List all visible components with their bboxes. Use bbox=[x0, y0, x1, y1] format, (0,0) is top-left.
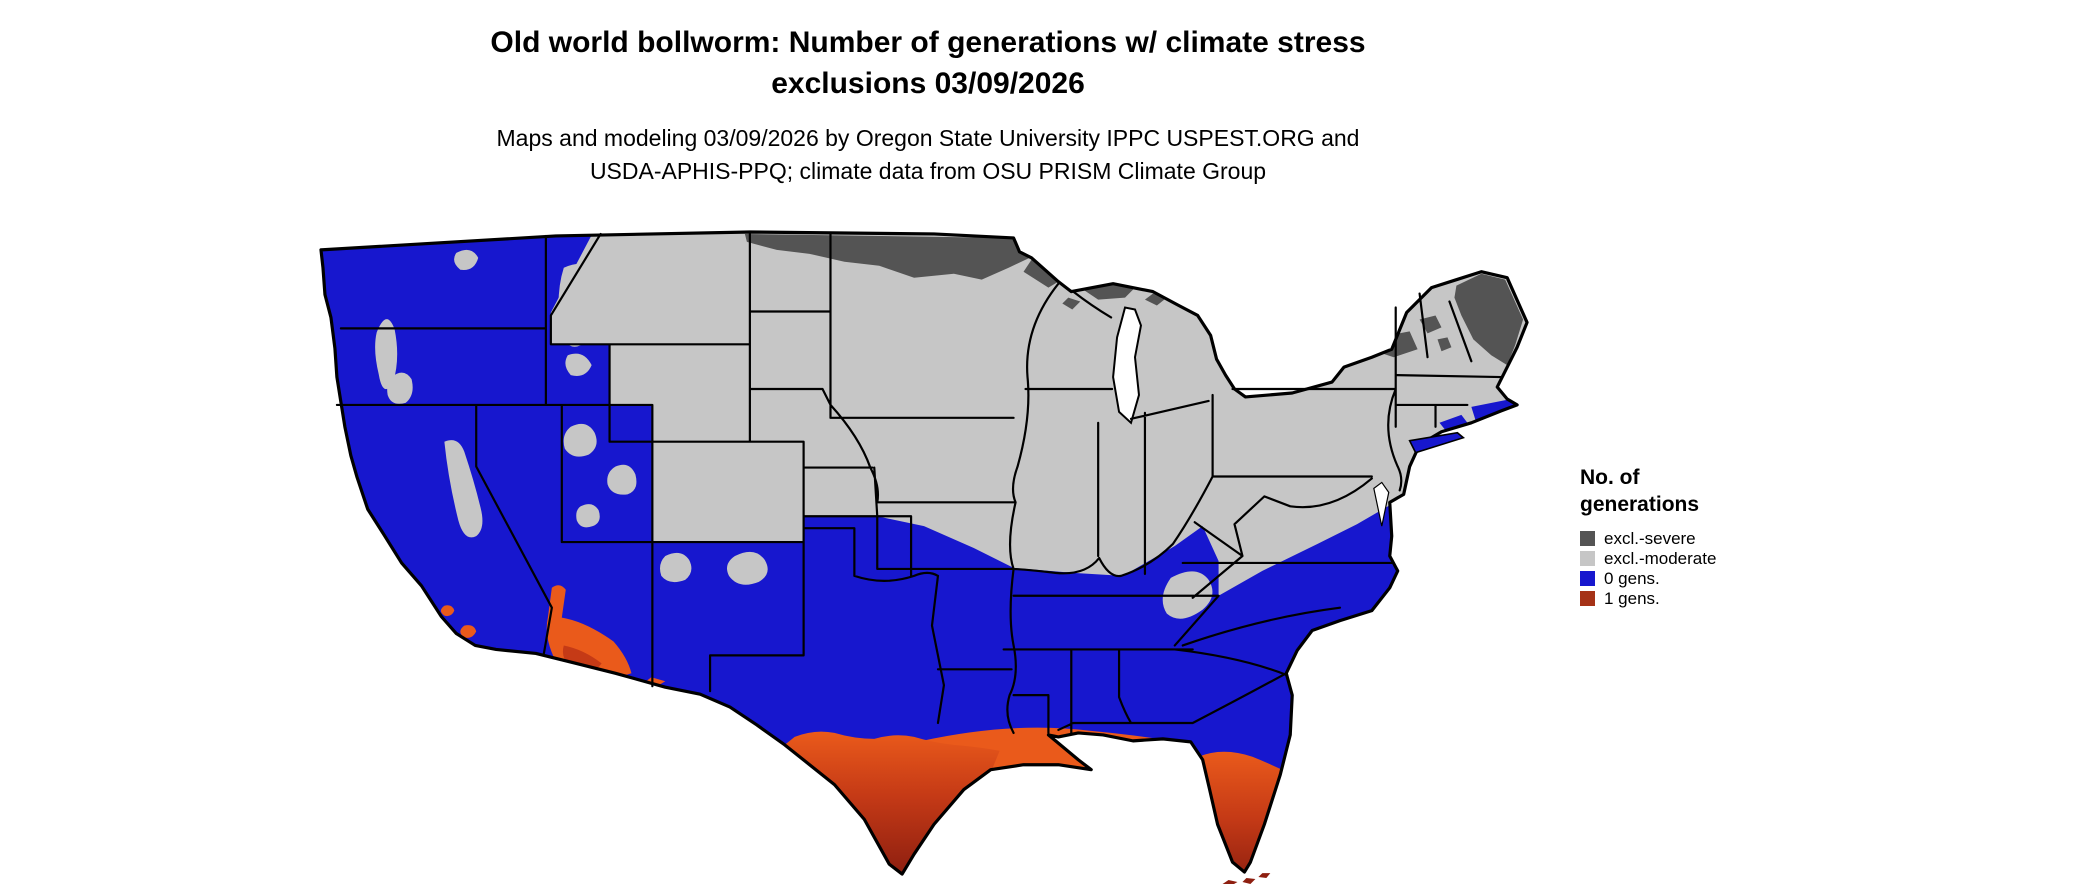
region-0-gens-coastal-patches bbox=[1439, 398, 1520, 433]
legend-swatch-0-gens bbox=[1580, 571, 1595, 587]
legend-item-excl-moderate: excl.-moderate bbox=[1580, 549, 1716, 569]
long-island bbox=[1408, 431, 1466, 454]
legend-swatch-1-gens bbox=[1580, 591, 1595, 607]
state-borders bbox=[335, 230, 1503, 735]
credits-line-1: Maps and modeling 03/09/2026 by Oregon S… bbox=[496, 125, 1360, 151]
legend-swatch-excl-moderate bbox=[1580, 551, 1595, 567]
legend-item-excl-severe: excl.-severe bbox=[1580, 529, 1716, 549]
legend-title: No. of generations bbox=[1580, 464, 1716, 519]
legend-item-0-gens: 0 gens. bbox=[1580, 569, 1716, 589]
legend-item-label: 1 gens. bbox=[1604, 588, 1660, 608]
region-1-gen-arizona bbox=[440, 585, 666, 688]
swatch-rect bbox=[1580, 551, 1595, 567]
region-excl-severe bbox=[744, 233, 1524, 366]
legend-item-label: 0 gens. bbox=[1604, 568, 1660, 588]
map-fill-layers bbox=[320, 231, 1528, 875]
legend-swatch-excl-severe bbox=[1580, 531, 1595, 547]
legend: No. of generations excl.-severe excl.-mo… bbox=[1580, 464, 1716, 609]
legend-item-1-gens: 1 gens. bbox=[1580, 589, 1716, 609]
legend-title-line-2: generations bbox=[1580, 493, 1700, 517]
us-outline bbox=[319, 230, 1529, 876]
legend-title-line-1: No. of bbox=[1580, 466, 1640, 489]
florida-keys bbox=[1222, 873, 1271, 884]
legend-items: excl.-severe excl.-moderate 0 gens. 1 ge… bbox=[1580, 529, 1716, 609]
swatch-rect bbox=[1580, 531, 1595, 547]
legend-item-label: excl.-moderate bbox=[1604, 548, 1717, 568]
lake-michigan bbox=[1112, 306, 1142, 425]
region-1-gen-florida bbox=[1198, 751, 1293, 875]
credits-line-2: USDA-APHIS-PPQ; climate data from OSU PR… bbox=[589, 158, 1267, 185]
swatch-rect bbox=[1580, 571, 1595, 587]
region-excl-moderate-mountain-patches bbox=[375, 249, 1213, 619]
page-title: Old world bollworm: Number of generation… bbox=[0, 22, 1856, 105]
region-1-gen-texas bbox=[784, 731, 1000, 875]
map-credits: Maps and modeling 03/09/2026 by Oregon S… bbox=[0, 122, 1856, 189]
legend-item-label: excl.-severe bbox=[1604, 528, 1696, 548]
us-map bbox=[319, 230, 1529, 884]
swatch-rect bbox=[1580, 591, 1595, 607]
chesapeake-bay bbox=[1373, 481, 1390, 527]
title-line-1: Old world bollworm: Number of generation… bbox=[490, 26, 1366, 59]
title-line-2: exclusions 03/09/2026 bbox=[771, 67, 1085, 101]
